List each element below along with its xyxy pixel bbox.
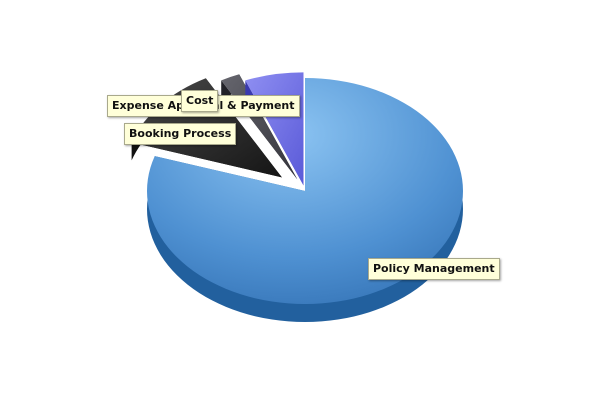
slice-label-booking-process: Booking Process	[124, 123, 237, 145]
pie-slice-policy-management[interactable]	[147, 78, 463, 305]
slice-label-cost: Cost	[181, 90, 219, 112]
slice-label-policy-management: Policy Management	[368, 258, 500, 280]
